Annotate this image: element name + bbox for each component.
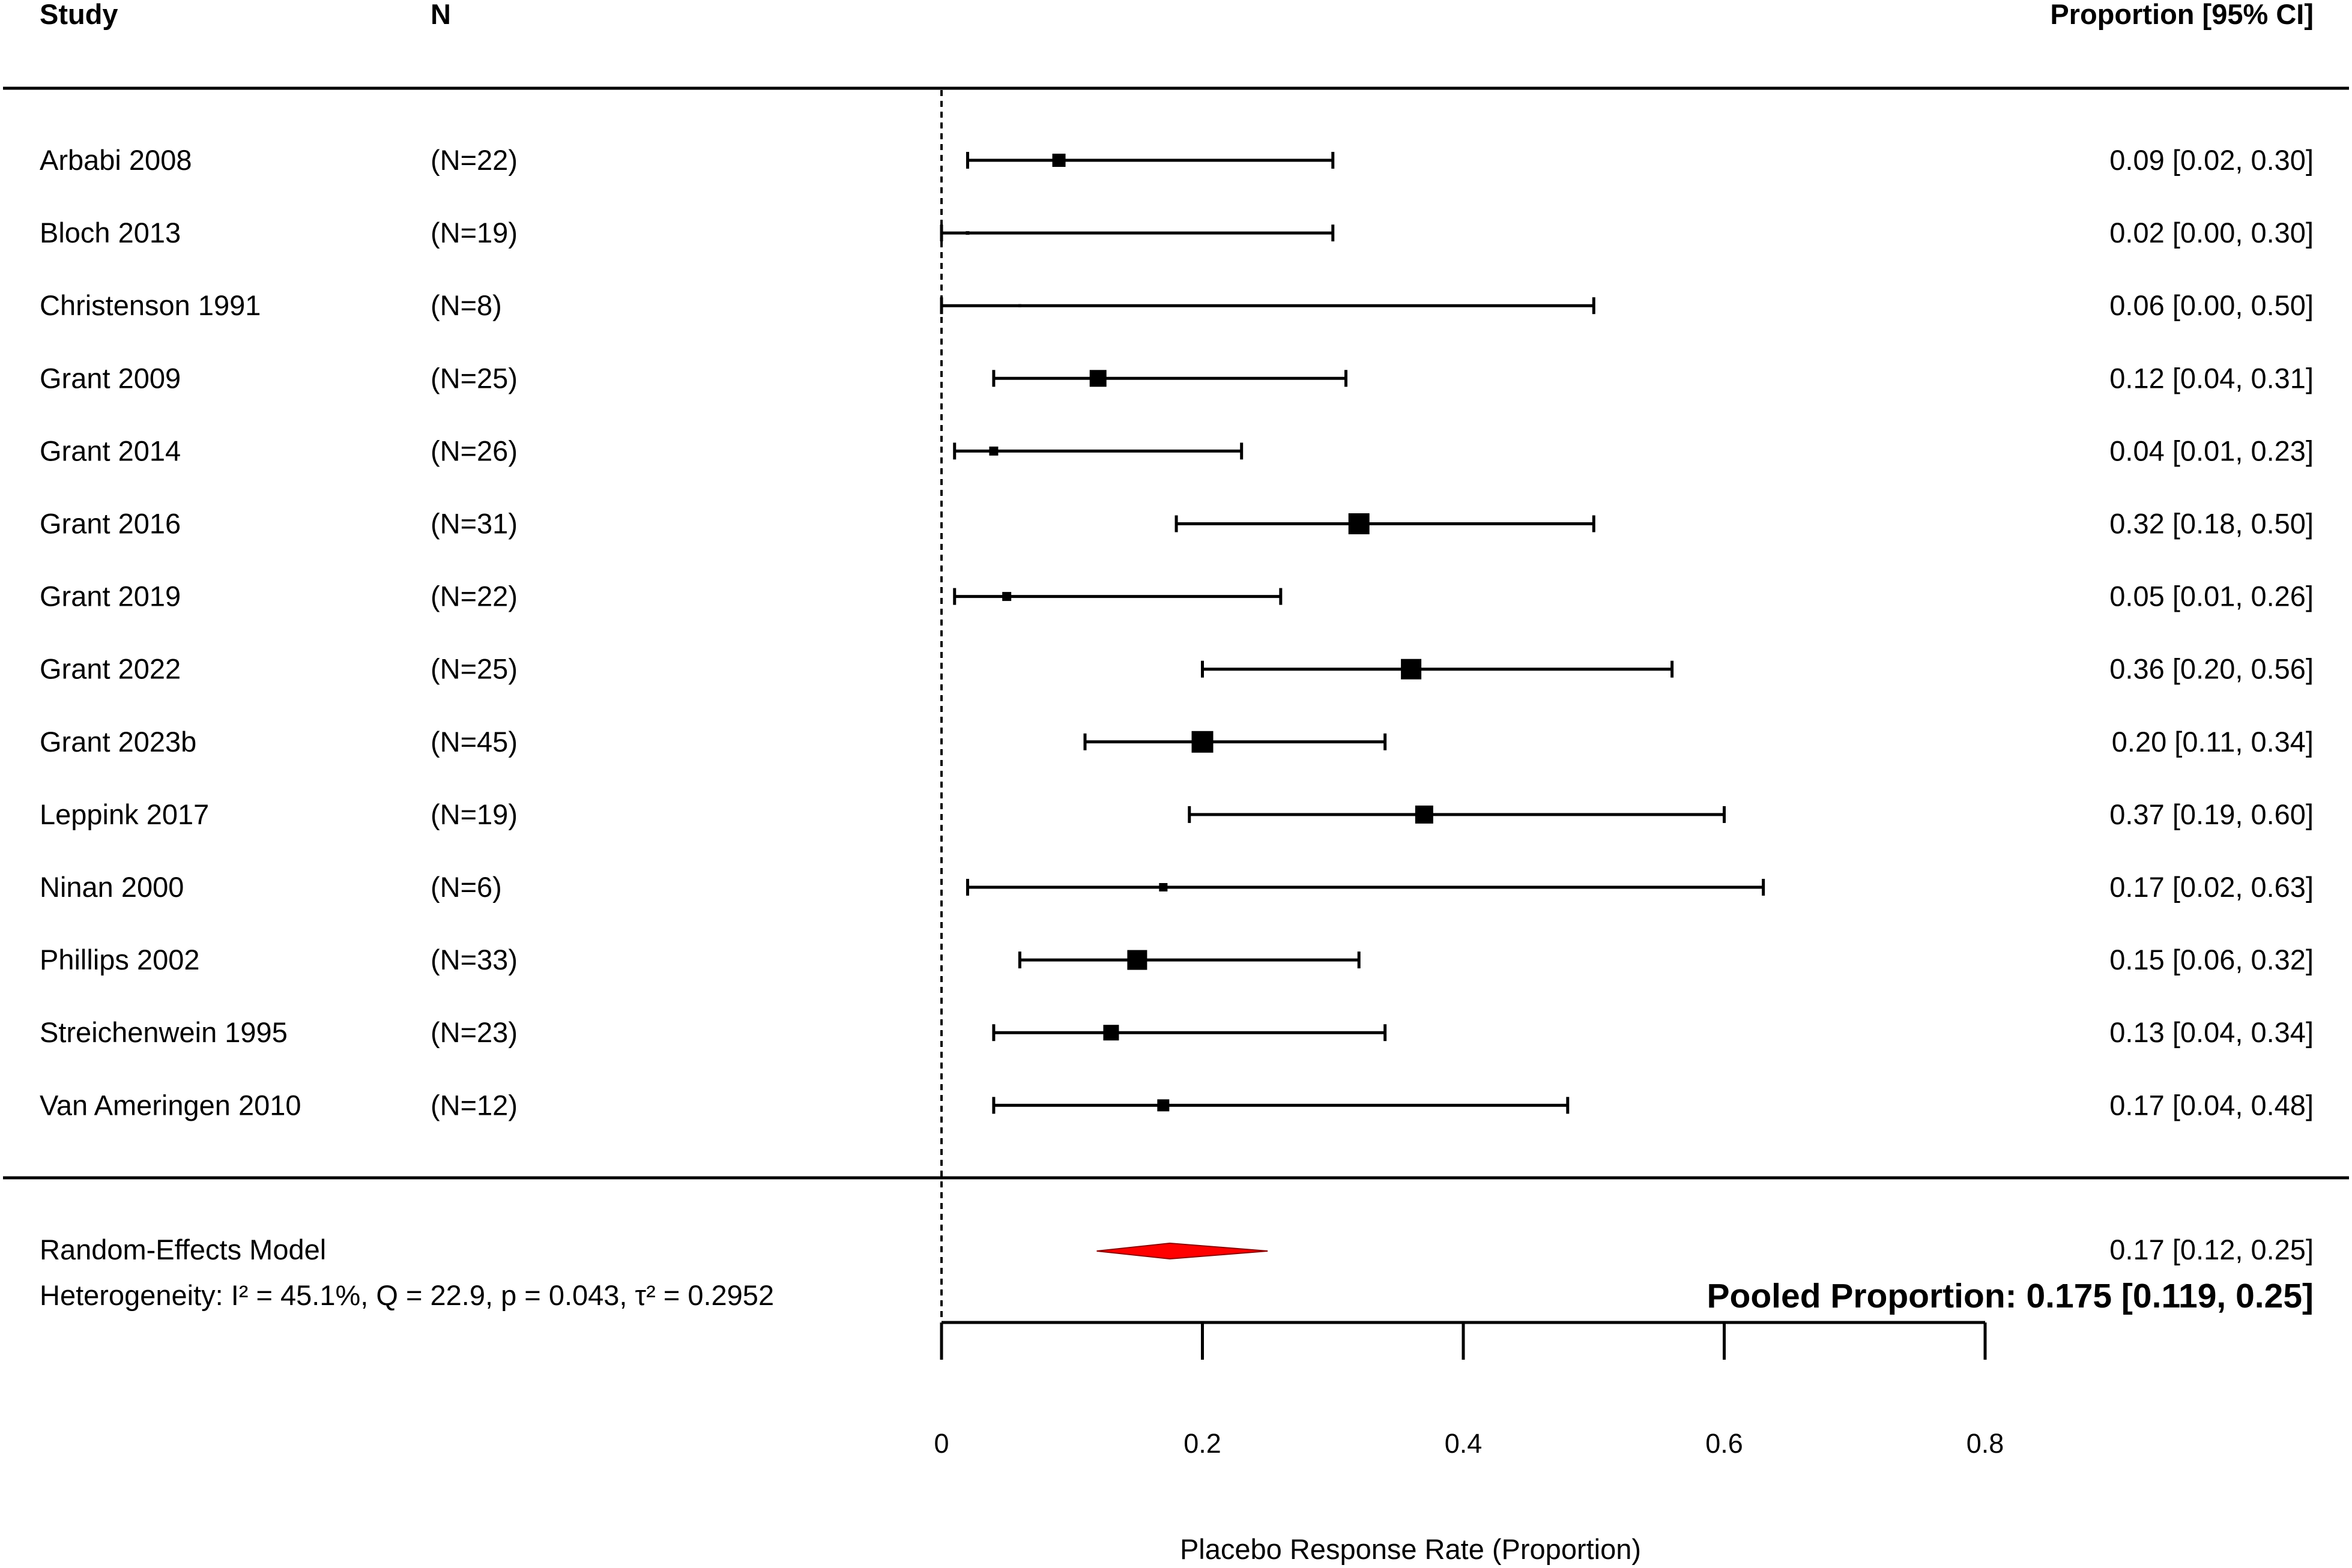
study-ci-label: 0.02 [0.00, 0.30] xyxy=(2109,217,2314,249)
study-name: Grant 2014 xyxy=(40,435,181,466)
study-n: (N=23) xyxy=(431,1016,518,1048)
study-row: Arbabi 2008 (N=22) 0.09 [0.02, 0.30] xyxy=(40,144,2314,176)
study-rows: Arbabi 2008 (N=22) 0.09 [0.02, 0.30] Bloch … xyxy=(40,144,2314,1121)
study-name: Grant 2019 xyxy=(40,580,181,612)
study-ci-label: 0.06 [0.00, 0.50] xyxy=(2109,289,2314,321)
study-row: Bloch 2013 (N=19) 0.02 [0.00, 0.30] xyxy=(40,217,2314,249)
point-estimate xyxy=(966,231,970,235)
study-ci-label: 0.15 [0.06, 0.32] xyxy=(2109,944,2314,975)
study-row: Grant 2023b (N=45) 0.20 [0.11, 0.34] xyxy=(40,726,2314,758)
heterogeneity-stats: Heterogeneity: I² = 45.1%, Q = 22.9, p =… xyxy=(40,1279,774,1311)
study-ci-label: 0.04 [0.01, 0.23] xyxy=(2109,435,2314,466)
x-tick-label: 0.6 xyxy=(1705,1428,1743,1459)
study-name: Ninan 2000 xyxy=(40,871,184,903)
study-row: Grant 2022 (N=25) 0.36 [0.20, 0.56] xyxy=(40,653,2314,685)
study-n: (N=25) xyxy=(431,653,518,685)
study-n: (N=22) xyxy=(431,580,518,612)
study-name: Arbabi 2008 xyxy=(40,144,192,176)
study-ci-label: 0.37 [0.19, 0.60] xyxy=(2109,798,2314,830)
study-ci-label: 0.32 [0.18, 0.50] xyxy=(2109,508,2314,540)
point-estimate xyxy=(989,446,999,456)
header-study: Study xyxy=(40,0,118,30)
point-estimate xyxy=(1159,883,1168,891)
study-n: (N=19) xyxy=(431,217,518,249)
study-ci-label: 0.17 [0.02, 0.63] xyxy=(2109,871,2314,903)
study-name: Van Ameringen 2010 xyxy=(40,1089,301,1121)
study-name: Bloch 2013 xyxy=(40,217,181,249)
study-n: (N=22) xyxy=(431,144,518,176)
study-ci-label: 0.20 [0.11, 0.34] xyxy=(2112,726,2314,758)
study-row: Phillips 2002 (N=33) 0.15 [0.06, 0.32] xyxy=(40,944,2314,975)
point-estimate xyxy=(1401,659,1422,680)
study-row: Ninan 2000 (N=6) 0.17 [0.02, 0.63] xyxy=(40,871,2314,903)
study-name: Grant 2009 xyxy=(40,362,181,394)
point-estimate xyxy=(1103,1025,1119,1041)
header-n: N xyxy=(431,0,451,30)
study-name: Leppink 2017 xyxy=(40,798,209,830)
study-ci-label: 0.17 [0.04, 0.48] xyxy=(2109,1089,2314,1121)
point-estimate xyxy=(1127,950,1147,970)
study-row: Grant 2014 (N=26) 0.04 [0.01, 0.23] xyxy=(40,435,2314,466)
study-ci-label: 0.12 [0.04, 0.31] xyxy=(2109,362,2314,394)
point-estimate xyxy=(1415,805,1433,824)
study-name: Phillips 2002 xyxy=(40,944,200,975)
point-estimate xyxy=(1191,731,1214,753)
study-n: (N=45) xyxy=(431,726,518,758)
study-ci-label: 0.36 [0.20, 0.56] xyxy=(2109,653,2314,685)
x-axis: 0 0.2 0.4 0.6 0.8 xyxy=(934,1321,2004,1459)
study-ci-label: 0.09 [0.02, 0.30] xyxy=(2109,144,2314,176)
study-n: (N=31) xyxy=(431,508,518,540)
point-estimate xyxy=(1002,592,1012,602)
point-estimate xyxy=(1089,370,1107,387)
study-n: (N=19) xyxy=(431,798,518,830)
study-ci-label: 0.05 [0.01, 0.26] xyxy=(2109,580,2314,612)
study-row: Grant 2009 (N=25) 0.12 [0.04, 0.31] xyxy=(40,362,2314,394)
study-row: Leppink 2017 (N=19) 0.37 [0.19, 0.60] xyxy=(40,798,2314,830)
x-tick-label: 0.8 xyxy=(1967,1428,2004,1459)
pooled-diamond xyxy=(1096,1242,1268,1260)
point-estimate xyxy=(1052,154,1066,167)
study-row: Grant 2016 (N=31) 0.32 [0.18, 0.50] xyxy=(40,508,2314,540)
x-axis-label: Placebo Response Rate (Proportion) xyxy=(1180,1533,1641,1565)
study-n: (N=26) xyxy=(431,435,518,466)
study-name: Christenson 1991 xyxy=(40,289,261,321)
x-tick-label: 0 xyxy=(934,1428,949,1459)
study-n: (N=8) xyxy=(431,289,502,321)
header-estimate: Proportion [95% CI] xyxy=(2050,0,2314,30)
study-name: Grant 2023b xyxy=(40,726,196,758)
point-estimate xyxy=(1018,304,1021,307)
study-n: (N=33) xyxy=(431,944,518,975)
study-name: Streichenwein 1995 xyxy=(40,1016,288,1048)
study-row: Van Ameringen 2010 (N=12) 0.17 [0.04, 0.48… xyxy=(40,1089,2314,1121)
pooled-label: Random-Effects Model xyxy=(40,1234,326,1265)
study-row: Christenson 1991 (N=8) 0.06 [0.00, 0.50] xyxy=(40,289,2314,321)
study-name: Grant 2016 xyxy=(40,508,181,540)
x-tick-label: 0.4 xyxy=(1445,1428,1483,1459)
study-n: (N=6) xyxy=(431,871,502,903)
study-row: Grant 2019 (N=22) 0.05 [0.01, 0.26] xyxy=(40,580,2314,612)
x-tick-label: 0.2 xyxy=(1184,1428,1221,1459)
pooled-ci-label: 0.17 [0.12, 0.25] xyxy=(2109,1234,2314,1265)
study-row: Streichenwein 1995 (N=23) 0.13 [0.04, 0.34… xyxy=(40,1016,2314,1048)
study-n: (N=12) xyxy=(431,1089,518,1121)
study-n: (N=25) xyxy=(431,362,518,394)
study-ci-label: 0.13 [0.04, 0.34] xyxy=(2109,1016,2314,1048)
pooled-summary: Pooled Proportion: 0.175 [0.119, 0.25] xyxy=(1707,1277,2314,1315)
point-estimate xyxy=(1157,1099,1170,1112)
study-name: Grant 2022 xyxy=(40,653,181,685)
point-estimate xyxy=(1348,513,1370,534)
